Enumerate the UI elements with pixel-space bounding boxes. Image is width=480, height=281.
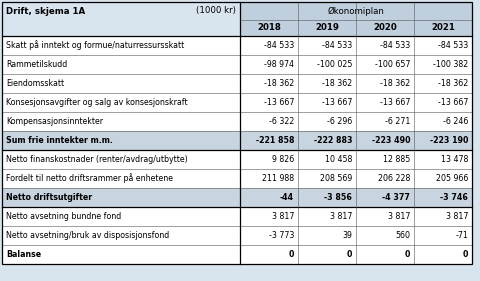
Text: -100 025: -100 025: [317, 60, 352, 69]
Bar: [2, 112, 472, 131]
Text: -6 296: -6 296: [327, 117, 352, 126]
Text: -223 490: -223 490: [372, 136, 410, 145]
Text: -6 271: -6 271: [384, 117, 410, 126]
Text: -223 190: -223 190: [430, 136, 468, 145]
Text: 0: 0: [288, 250, 294, 259]
Text: 2019: 2019: [315, 24, 339, 33]
Text: Netto avsetning bundne fond: Netto avsetning bundne fond: [6, 212, 121, 221]
Bar: [2, 131, 472, 150]
Bar: [2, 74, 472, 93]
Text: -18 362: -18 362: [322, 79, 352, 88]
Text: -84 533: -84 533: [380, 41, 410, 50]
Bar: [2, 150, 472, 169]
Text: 205 966: 205 966: [436, 174, 468, 183]
Text: Netto finanskostnader (renter/avdrag/utbytte): Netto finanskostnader (renter/avdrag/utb…: [6, 155, 188, 164]
Text: -100 382: -100 382: [433, 60, 468, 69]
Text: Skatt på inntekt og formue/naturressursskatt: Skatt på inntekt og formue/naturressurss…: [6, 40, 184, 50]
Text: -84 533: -84 533: [264, 41, 294, 50]
Text: 560: 560: [395, 231, 410, 240]
Text: -18 362: -18 362: [380, 79, 410, 88]
Text: -3 746: -3 746: [440, 193, 468, 202]
Bar: [2, 93, 472, 112]
Bar: [2, 188, 472, 207]
Text: -13 667: -13 667: [438, 98, 468, 107]
Bar: [240, 2, 472, 20]
Text: -6 322: -6 322: [269, 117, 294, 126]
Bar: [2, 226, 472, 245]
Text: Eiendomsskatt: Eiendomsskatt: [6, 79, 64, 88]
Bar: [356, 20, 414, 36]
Bar: [2, 2, 240, 20]
Text: 39: 39: [342, 231, 352, 240]
Text: -3 773: -3 773: [269, 231, 294, 240]
Text: Rammetilskudd: Rammetilskudd: [6, 60, 67, 69]
Text: (1000 kr): (1000 kr): [196, 6, 236, 15]
Text: Økonomiplan: Økonomiplan: [327, 6, 384, 15]
Text: -13 667: -13 667: [264, 98, 294, 107]
Text: Netto driftsutgifter: Netto driftsutgifter: [6, 193, 92, 202]
Bar: [2, 20, 240, 36]
Text: 3 817: 3 817: [445, 212, 468, 221]
Text: 0: 0: [463, 250, 468, 259]
Bar: [2, 55, 472, 74]
Text: 9 826: 9 826: [272, 155, 294, 164]
Text: -222 883: -222 883: [313, 136, 352, 145]
Text: 208 569: 208 569: [320, 174, 352, 183]
Text: Kompensasjonsinntekter: Kompensasjonsinntekter: [6, 117, 103, 126]
Text: 10 458: 10 458: [324, 155, 352, 164]
Text: -6 246: -6 246: [443, 117, 468, 126]
Text: -98 974: -98 974: [264, 60, 294, 69]
Text: Netto avsetning/bruk av disposisjonsfond: Netto avsetning/bruk av disposisjonsfond: [6, 231, 169, 240]
Text: 3 817: 3 817: [272, 212, 294, 221]
Bar: [414, 20, 472, 36]
Text: -221 858: -221 858: [255, 136, 294, 145]
Text: -18 362: -18 362: [438, 79, 468, 88]
Text: 211 988: 211 988: [262, 174, 294, 183]
Bar: [2, 207, 472, 226]
Text: -84 533: -84 533: [438, 41, 468, 50]
Text: 3 817: 3 817: [330, 212, 352, 221]
Text: 12 885: 12 885: [383, 155, 410, 164]
Bar: [240, 20, 298, 36]
Text: -3 856: -3 856: [324, 193, 352, 202]
Text: 13 478: 13 478: [441, 155, 468, 164]
Text: 3 817: 3 817: [388, 212, 410, 221]
Text: -13 667: -13 667: [322, 98, 352, 107]
Text: -18 362: -18 362: [264, 79, 294, 88]
Text: 2020: 2020: [373, 24, 397, 33]
Text: Sum frie inntekter m.m.: Sum frie inntekter m.m.: [6, 136, 113, 145]
Text: -100 657: -100 657: [374, 60, 410, 69]
Text: 0: 0: [347, 250, 352, 259]
Text: 2018: 2018: [257, 24, 281, 33]
Bar: [298, 20, 356, 36]
Text: -84 533: -84 533: [322, 41, 352, 50]
Text: 2021: 2021: [431, 24, 455, 33]
Bar: [2, 245, 472, 264]
Text: Konsesjonsavgifter og salg av konsesjonskraft: Konsesjonsavgifter og salg av konsesjons…: [6, 98, 188, 107]
Text: Balanse: Balanse: [6, 250, 41, 259]
Text: 206 228: 206 228: [378, 174, 410, 183]
Text: Fordelt til netto driftsrammer på enhetene: Fordelt til netto driftsrammer på enhete…: [6, 174, 173, 183]
Text: -13 667: -13 667: [380, 98, 410, 107]
Text: -4 377: -4 377: [382, 193, 410, 202]
Text: Drift, skjema 1A: Drift, skjema 1A: [6, 6, 85, 15]
Text: -71: -71: [455, 231, 468, 240]
Bar: [2, 169, 472, 188]
Text: 0: 0: [405, 250, 410, 259]
Text: -44: -44: [280, 193, 294, 202]
Bar: [2, 36, 472, 55]
